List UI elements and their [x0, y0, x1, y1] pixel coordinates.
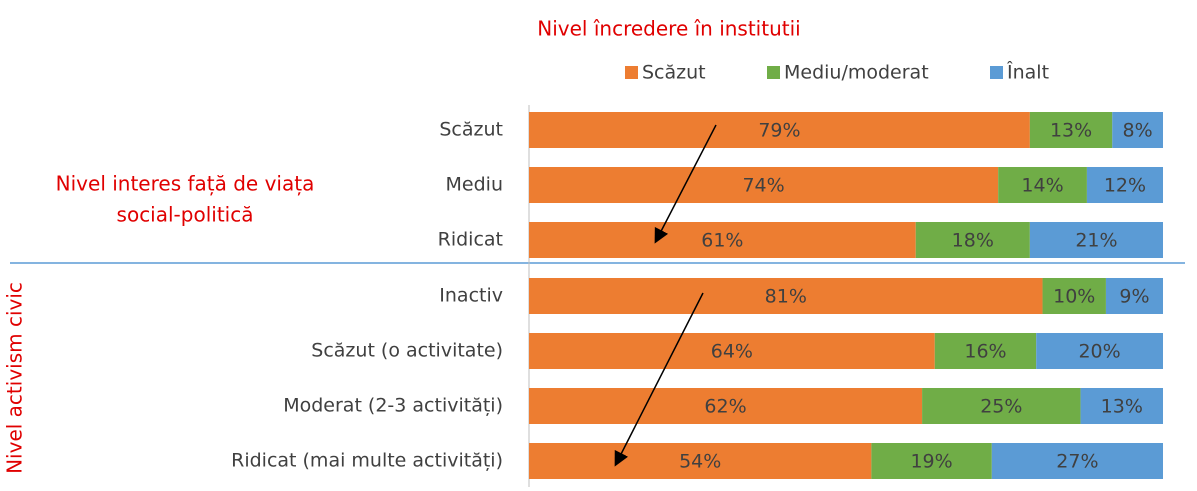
bar-segment — [934, 333, 1037, 369]
bar-segment — [1112, 112, 1163, 148]
chart-title: Nivel încredere în institutii — [537, 17, 800, 41]
data-label: 64% — [711, 341, 753, 363]
bars: Scăzut Mediu/moderat Înalt Scăzut 79% 13% 8% Me… — [231, 61, 1163, 479]
legend-swatch — [990, 66, 1003, 79]
bar-segment — [915, 222, 1030, 258]
arrow — [614, 292, 704, 467]
data-label: 14% — [1021, 175, 1063, 197]
bar-segment — [991, 443, 1163, 479]
data-label: 62% — [704, 396, 746, 418]
bar-segment — [1080, 388, 1163, 424]
y-tick-label: Moderat (2-3 activități) — [283, 395, 503, 417]
data-label: 79% — [758, 120, 800, 142]
data-label: 8% — [1123, 120, 1153, 142]
arrow — [654, 124, 717, 244]
data-label: 9% — [1119, 286, 1149, 308]
y-tick-label: Scăzut — [439, 119, 503, 141]
bar-segment — [529, 443, 872, 479]
data-label: 13% — [1050, 120, 1092, 142]
legend-label: Înalt — [1006, 61, 1049, 84]
legend-label: Mediu/moderat — [784, 62, 929, 84]
group-label: social-politică — [117, 203, 254, 227]
group-label: Nivel interes față de viața — [56, 172, 315, 196]
group-label: Nivel activism civic — [3, 282, 27, 474]
bar-segment — [998, 167, 1087, 203]
legend-swatch — [625, 66, 638, 79]
data-label: 61% — [701, 230, 743, 252]
data-label: 74% — [742, 175, 784, 197]
bar-segment — [529, 112, 1030, 148]
data-label: 10% — [1053, 286, 1095, 308]
bar-segment — [1042, 278, 1106, 314]
data-label: 21% — [1075, 230, 1117, 252]
data-label: 20% — [1078, 341, 1120, 363]
bar-segment — [529, 278, 1043, 314]
bar-segment — [1029, 222, 1163, 258]
bar-segment — [871, 443, 992, 479]
y-tick-label: Scăzut (o activitate) — [311, 340, 503, 362]
data-label: 18% — [952, 230, 994, 252]
data-label: 12% — [1104, 175, 1146, 197]
y-tick-label: Inactiv — [439, 285, 503, 307]
bar-segment — [922, 388, 1081, 424]
y-tick-label: Ridicat — [438, 229, 503, 251]
y-tick-label: Ridicat (mai multe activități) — [231, 450, 503, 472]
data-label: 54% — [679, 451, 721, 473]
legend-label: Scăzut — [642, 62, 706, 84]
bar-segment — [529, 333, 935, 369]
data-label: 81% — [765, 286, 807, 308]
data-label: 25% — [980, 396, 1022, 418]
data-label: 13% — [1101, 396, 1143, 418]
data-label: 27% — [1056, 451, 1098, 473]
legend-swatch — [767, 66, 780, 79]
bar-segment — [1036, 333, 1163, 369]
bar-segment — [529, 388, 923, 424]
bar-segment — [529, 222, 916, 258]
data-label: 16% — [964, 341, 1006, 363]
bar-segment — [529, 167, 999, 203]
bar-segment — [1029, 112, 1113, 148]
y-tick-label: Mediu — [446, 174, 503, 196]
data-label: 19% — [910, 451, 952, 473]
bar-segment — [1105, 278, 1163, 314]
bar-segment — [1086, 167, 1163, 203]
